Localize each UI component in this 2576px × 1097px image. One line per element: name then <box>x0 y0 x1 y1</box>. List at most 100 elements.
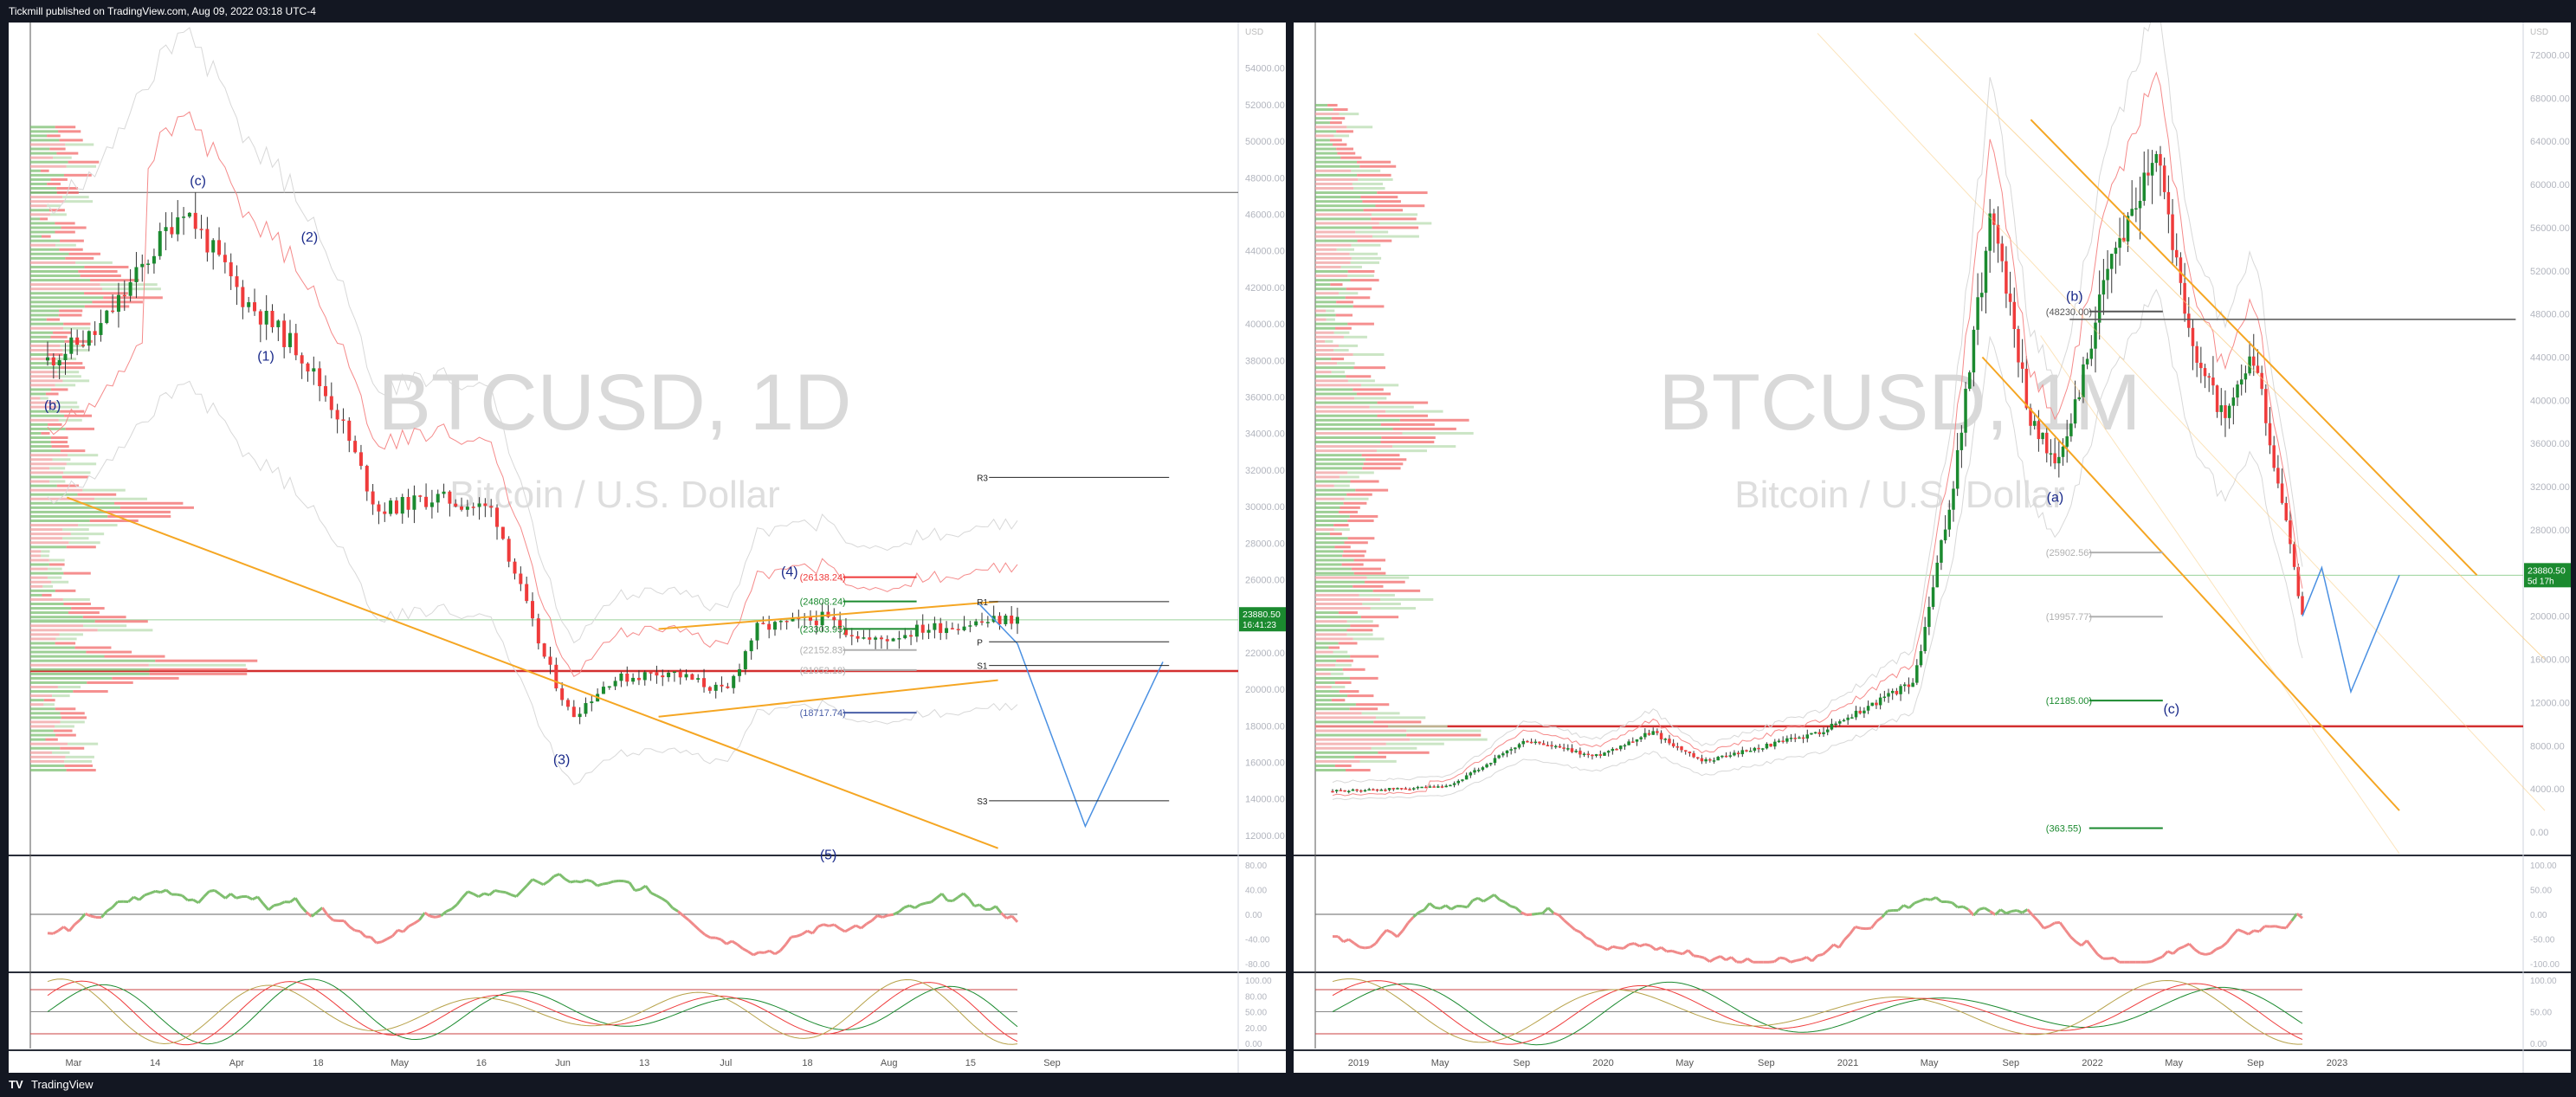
oscillator-segment <box>2172 947 2179 955</box>
price-tick-label: 22000.00 <box>1245 649 1285 659</box>
volume-profile-bar <box>1315 261 1351 264</box>
volume-profile-bar <box>1315 287 1346 291</box>
time-axis-label: 13 <box>639 1058 649 1068</box>
candle-body <box>661 675 665 678</box>
volume-profile-bar <box>1326 318 1335 321</box>
oscillator-segment <box>1353 942 1360 948</box>
volume-profile-bar <box>43 699 55 702</box>
volume-profile-bar <box>1315 384 1361 387</box>
candle-body <box>1748 751 1753 752</box>
oscillator-segment <box>537 881 545 887</box>
volume-profile-bar <box>30 567 48 571</box>
oscillator-segment <box>2231 928 2239 937</box>
volume-profile-bar <box>1346 375 1372 378</box>
chart-panel-daily[interactable]: BTCUSD, 1D Bitcoin / U.S. Dollar USD 54000.… <box>9 23 1286 1073</box>
oscillator-segment <box>2290 913 2298 922</box>
volume-profile-bar <box>30 755 66 758</box>
oscillator-segment <box>1720 955 1727 962</box>
oscillator-segment <box>1579 931 1587 939</box>
price-tick-label: 44000.00 <box>1245 247 1285 257</box>
volume-profile-bar <box>1315 204 1376 208</box>
oscillator-segment <box>2054 920 2061 925</box>
candle-body <box>2005 261 2008 294</box>
volume-profile-bar <box>30 629 98 632</box>
candle-body <box>412 495 416 510</box>
description-watermark: Bitcoin / U.S. Dollar <box>449 474 779 516</box>
candle-body <box>211 240 216 253</box>
volume-profile-bar <box>1315 554 1343 558</box>
candle-body <box>81 345 85 346</box>
volume-profile-bar <box>1315 759 1360 763</box>
volume-profile-bar <box>49 467 66 470</box>
oscillator-segment <box>209 888 216 893</box>
candle-body <box>974 621 978 626</box>
oscillator-segment <box>2026 908 2035 917</box>
oscillator-segment <box>817 923 824 928</box>
candle-body <box>879 637 883 640</box>
volume-profile-bar <box>1315 165 1360 168</box>
oscillator-segment <box>962 892 971 900</box>
oscillator-segment <box>2199 952 2206 956</box>
candle-body <box>57 360 61 366</box>
volume-profile-bar <box>1331 117 1346 120</box>
volume-profile-bar <box>1353 558 1386 562</box>
oscillator-segment <box>1870 920 1878 929</box>
oscillator-segment <box>251 895 259 901</box>
candle-body <box>1639 737 1643 739</box>
volume-profile-bar <box>1339 292 1359 295</box>
volume-profile-bar <box>1338 642 1358 645</box>
candle-body <box>1399 788 1404 790</box>
volume-profile-bar <box>1378 222 1432 225</box>
monthly-chart-svg[interactable]: BTCUSD, 1M Bitcoin / U.S. Dollar USD 72000.… <box>1294 3 2571 1073</box>
candle-body <box>1919 651 1923 666</box>
volume-profile-bar <box>60 366 86 370</box>
oscillator-segment <box>1666 949 1673 953</box>
volume-profile-bar <box>1366 576 1410 579</box>
oscillator-segment <box>1617 946 1624 950</box>
oscillator-segment <box>510 893 517 898</box>
volume-profile-bar <box>1371 213 1418 216</box>
level-label: (24808.24) <box>800 597 846 608</box>
volume-profile-bar <box>1315 537 1348 540</box>
candle-body <box>1757 747 1760 750</box>
volume-profile-bar <box>1315 712 1362 715</box>
candle-body <box>1444 785 1448 788</box>
volume-profile-bar <box>1359 593 1395 597</box>
volume-profile-bar <box>30 545 67 549</box>
volume-profile-bar <box>1336 147 1353 151</box>
oscillator-segment <box>1488 894 1495 900</box>
candle-body <box>1372 789 1375 791</box>
oscillator-segment <box>79 913 87 921</box>
oscillator-segment <box>1914 900 1921 905</box>
trend-line <box>2030 119 2478 577</box>
candle-body <box>1696 757 1700 759</box>
time-axis-label: May <box>2165 1058 2183 1068</box>
volume-profile-bar <box>30 554 41 558</box>
volume-profile-bar <box>50 177 68 181</box>
chart-panel-monthly[interactable]: BTCUSD, 1M Bitcoin / U.S. Dollar USD 72000.… <box>1294 3 2571 1073</box>
volume-profile-bar <box>30 668 150 671</box>
candle-body <box>1440 786 1444 788</box>
wave-label: (4) <box>781 565 798 579</box>
volume-profile-bar <box>1315 177 1359 181</box>
trend-step-line <box>1332 71 2303 797</box>
oscillator-segment <box>876 914 883 919</box>
volume-profile-bar <box>1315 616 1361 619</box>
volume-profile-bar <box>1315 331 1334 334</box>
volume-profile-bar <box>30 305 85 308</box>
time-axis-label: Sep <box>1758 1058 1775 1068</box>
price-tick-label: 30000.00 <box>1245 502 1285 513</box>
volume-profile-bar <box>55 126 76 129</box>
volume-profile-bar <box>60 449 86 453</box>
oscillator-segment <box>1412 911 1420 919</box>
volume-profile-bar <box>59 633 83 636</box>
daily-chart-svg[interactable]: BTCUSD, 1D Bitcoin / U.S. Dollar USD 54000.… <box>9 23 1286 1073</box>
volume-profile-bar <box>60 712 85 715</box>
volume-profile-bar <box>1315 506 1340 509</box>
candle-body <box>1656 731 1659 733</box>
volume-profile-bar <box>55 733 76 737</box>
candle-body <box>1529 741 1533 744</box>
oscillator-segment <box>1881 910 1889 919</box>
volume-profile-bar <box>46 318 60 321</box>
volume-profile-bar <box>30 379 63 383</box>
